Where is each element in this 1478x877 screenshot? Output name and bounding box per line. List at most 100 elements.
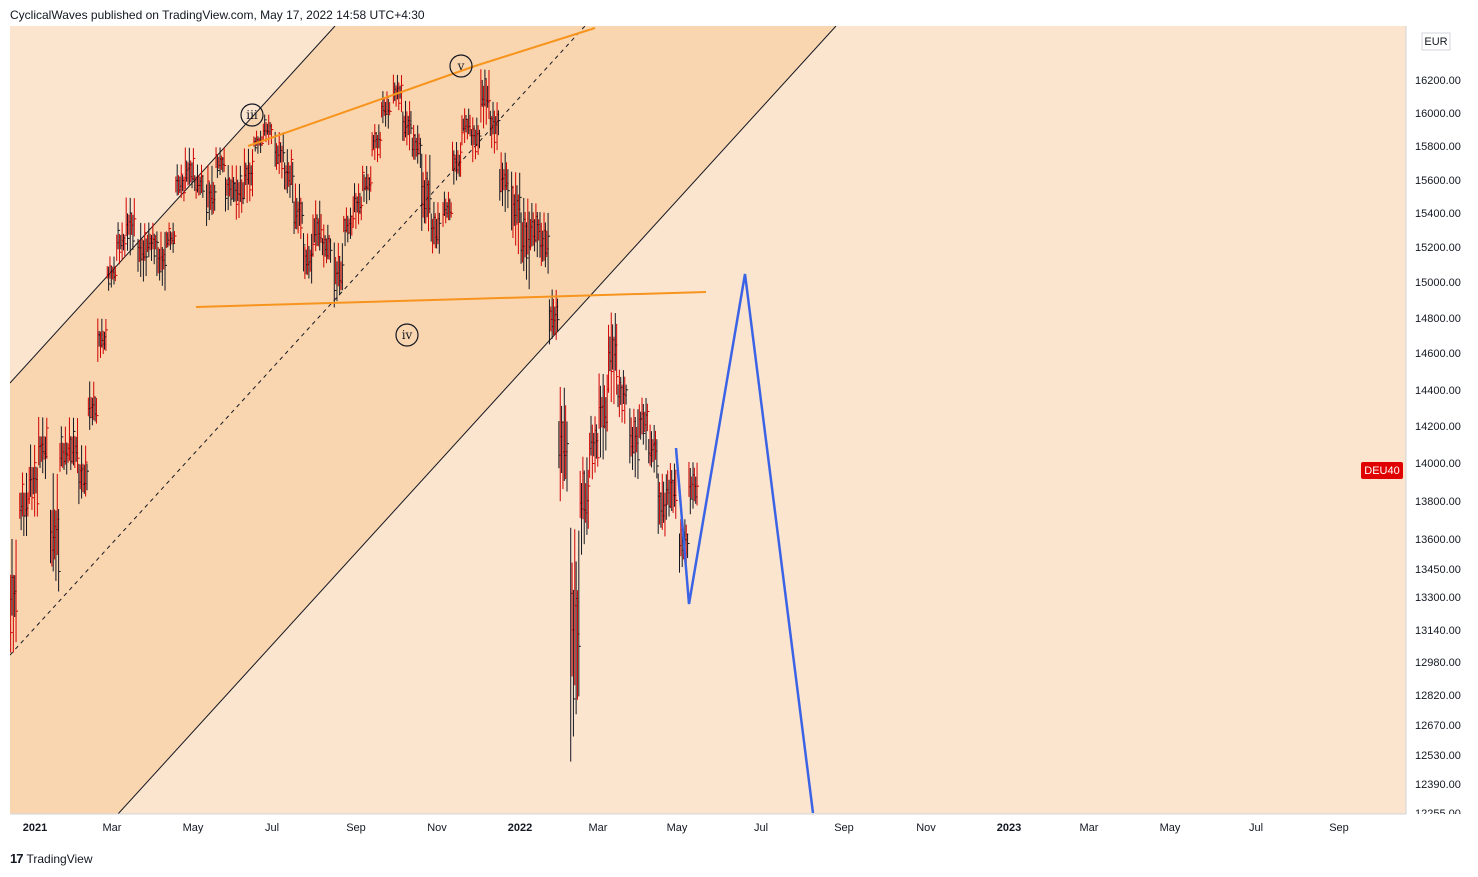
time-axis-labels: 2021 Mar May Jul Sep Nov 2022 Mar May Jul Sep Nov 20… xyxy=(23,822,1349,834)
ohlc-bars xyxy=(8,69,700,762)
ohlc-bar xyxy=(8,540,10,642)
ohlc-bar xyxy=(127,213,130,251)
ohlc-bar xyxy=(337,242,341,287)
price-tick-label: 13600.00 xyxy=(1415,534,1461,546)
tradingview-footer[interactable]: 17 TradingView xyxy=(10,851,93,866)
ohlc-bar xyxy=(117,222,121,250)
symbol-badge: DEU40 xyxy=(1364,465,1399,477)
price-tick-label: 13800.00 xyxy=(1415,496,1461,508)
ohlc-bar xyxy=(507,169,510,209)
ohlc-bar xyxy=(689,467,693,515)
time-tick-label: Jul xyxy=(1249,822,1263,834)
ohlc-bar xyxy=(320,213,324,243)
price-tick-label: 12980.00 xyxy=(1415,657,1461,669)
wave-label-v: v xyxy=(449,54,473,78)
ohlc-bar xyxy=(206,184,209,226)
wave-label-iii-text: iii xyxy=(246,108,258,122)
ohlc-bar xyxy=(591,424,595,480)
time-tick-label: 2023 xyxy=(997,822,1021,834)
price-tick-label: 14400.00 xyxy=(1415,385,1461,397)
ohlc-bar xyxy=(129,197,133,256)
ohlc-bar xyxy=(474,129,478,160)
ohlc-bar xyxy=(484,69,487,107)
channel-lower-line xyxy=(117,26,837,814)
time-axis-panel[interactable] xyxy=(10,814,1468,840)
ohlc-bar xyxy=(153,233,157,265)
wave-label-iv-text: iv xyxy=(402,328,413,342)
ohlc-bar xyxy=(460,142,463,177)
ohlc-bar xyxy=(145,238,149,277)
channel-band xyxy=(10,26,836,814)
currency-label-box xyxy=(1421,32,1451,51)
ohlc-bar xyxy=(479,129,482,149)
price-tick-label: 12670.00 xyxy=(1415,720,1461,732)
price-tick-label: 13300.00 xyxy=(1415,592,1461,604)
ohlc-bar xyxy=(642,404,646,445)
ohlc-bar xyxy=(105,319,108,351)
ohlc-bar xyxy=(625,384,629,405)
ohlc-bar xyxy=(249,162,252,202)
ohlc-bar xyxy=(351,215,354,236)
price-tick-label: 15200.00 xyxy=(1415,242,1461,254)
ohlc-bar xyxy=(398,82,401,111)
ohlc-bar xyxy=(696,462,700,506)
time-tick-label: 2021 xyxy=(23,822,47,834)
price-tick-label: 14200.00 xyxy=(1415,421,1461,433)
price-tick-label: 15800.00 xyxy=(1415,141,1461,153)
ohlc-bar xyxy=(557,298,560,331)
wave-label-iii: iii xyxy=(240,103,264,127)
ohlc-bar xyxy=(566,421,569,492)
price-tick-label: 16000.00 xyxy=(1415,108,1461,120)
ohlc-bar xyxy=(270,123,274,145)
ohlc-bar xyxy=(85,445,88,497)
ohlc-bar xyxy=(114,265,118,282)
ohlc-bar xyxy=(144,223,147,261)
ohlc-bar xyxy=(646,403,650,432)
ohlc-bar xyxy=(239,165,243,202)
neckline-orange-trendline xyxy=(195,291,707,308)
time-tick-label: Mar xyxy=(103,822,122,834)
ohlc-bar xyxy=(173,231,177,244)
ohlc-bar xyxy=(687,533,690,559)
ohlc-bar xyxy=(242,182,246,205)
time-tick-label: Jul xyxy=(265,822,279,834)
ohlc-bar xyxy=(587,469,591,529)
ohlc-bar xyxy=(461,115,464,146)
price-tick-label: 13450.00 xyxy=(1415,564,1461,576)
ohlc-bar xyxy=(352,196,356,227)
ohlc-bar xyxy=(133,198,137,237)
ohlc-bar xyxy=(362,165,365,192)
ohlc-bar xyxy=(303,233,306,272)
price-tick-label: 16200.00 xyxy=(1415,75,1461,87)
ohlc-bar xyxy=(389,102,392,116)
time-tick-label: Mar xyxy=(1080,822,1099,834)
ohlc-bar xyxy=(168,222,172,246)
price-tick-label: 12820.00 xyxy=(1415,690,1461,702)
publication-header: CyclicalWaves published on TradingView.c… xyxy=(10,8,425,22)
ohlc-bar xyxy=(207,165,210,208)
ohlc-bar xyxy=(34,444,37,517)
ohlc-bar xyxy=(132,214,135,250)
currency-label: EUR xyxy=(1424,36,1447,48)
ohlc-bar xyxy=(156,231,159,277)
ohlc-bar xyxy=(376,134,380,163)
price-axis-panel[interactable] xyxy=(1406,26,1468,814)
ohlc-bar xyxy=(637,409,640,479)
ohlc-bar xyxy=(371,132,375,157)
ohlc-bar xyxy=(610,312,614,403)
ohlc-bar xyxy=(235,165,239,220)
time-tick-label: Jul xyxy=(754,822,768,834)
ohlc-bar xyxy=(164,232,168,291)
time-tick-label: May xyxy=(1160,822,1181,834)
ohlc-bar xyxy=(216,155,220,178)
ohlc-bar xyxy=(341,243,345,291)
price-tick-label: 14800.00 xyxy=(1415,313,1461,325)
ohlc-bar xyxy=(281,145,284,179)
projection-blue-path xyxy=(674,273,815,814)
time-tick-label: 2022 xyxy=(508,822,532,834)
ohlc-bar xyxy=(58,509,61,592)
ohlc-bar xyxy=(223,147,227,172)
price-tick-label: 15600.00 xyxy=(1415,175,1461,187)
time-tick-label: Sep xyxy=(1329,822,1349,834)
